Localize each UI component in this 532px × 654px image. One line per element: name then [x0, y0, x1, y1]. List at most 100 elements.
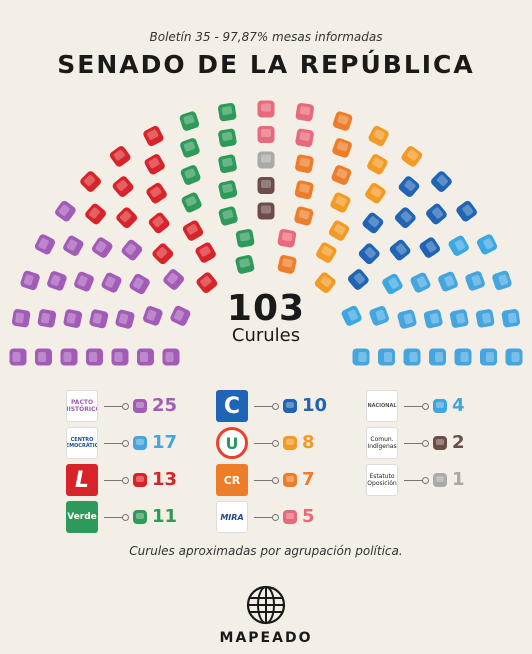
seat: [218, 180, 238, 200]
seat: [277, 255, 297, 274]
legend-count: 1: [452, 469, 465, 490]
seat: [111, 348, 129, 366]
legend-connector: [254, 480, 274, 481]
la-u-logo: U: [216, 427, 248, 459]
seat: [378, 348, 395, 366]
legend-count: 11: [152, 506, 178, 527]
legend-dot: [422, 477, 429, 484]
seat: [331, 165, 352, 185]
cambio-radical-logo: CR: [216, 464, 248, 496]
seat: [47, 271, 67, 291]
seat: [179, 111, 200, 131]
seat: [181, 192, 202, 213]
legend-connector: [104, 406, 124, 407]
legend-dot: [272, 440, 279, 447]
seat: [449, 309, 469, 328]
legend-connector: [254, 517, 274, 518]
legend-count: 2: [452, 432, 465, 453]
legend-connector: [404, 480, 424, 481]
seat: [426, 203, 447, 225]
seat: [389, 239, 411, 261]
seat: [35, 348, 52, 366]
seat: [63, 309, 83, 328]
legend-connector: [404, 406, 424, 407]
legend-dot: [272, 477, 279, 484]
legend-connector: [104, 443, 124, 444]
seat: [195, 242, 216, 263]
legend-dot: [122, 440, 129, 447]
seat: [394, 207, 416, 229]
seat-icon: [133, 436, 147, 450]
mira-logo: MIRA: [216, 501, 248, 533]
seat: [143, 125, 164, 147]
seat: [218, 102, 237, 122]
legend-connector: [254, 443, 274, 444]
seat: [63, 235, 84, 256]
hemicycle-chart: [9, 100, 523, 366]
seat: [368, 125, 389, 147]
seat: [419, 237, 441, 258]
seat: [116, 207, 138, 229]
seat: [314, 272, 336, 294]
legend-connector: [404, 443, 424, 444]
legend-dot: [422, 403, 429, 410]
legend-count: 10: [302, 395, 328, 416]
legend-connector: [254, 406, 274, 407]
seat: [501, 309, 521, 328]
seat: [148, 212, 170, 234]
seat: [330, 192, 351, 213]
seat: [235, 255, 255, 274]
legend-count: 17: [152, 432, 178, 453]
seat: [109, 146, 131, 167]
legend-dot: [272, 403, 279, 410]
seat: [129, 273, 150, 295]
seat: [358, 243, 380, 265]
legend-count: 5: [302, 506, 315, 527]
seat: [162, 348, 180, 366]
seat: [410, 272, 431, 293]
seat-icon: [133, 510, 147, 524]
seat: [398, 176, 420, 197]
seat: [89, 309, 109, 329]
legend-count: 25: [152, 395, 178, 416]
seat: [257, 126, 275, 143]
seat: [257, 202, 275, 220]
total-seats-label: Curules: [231, 325, 301, 346]
seat: [182, 220, 204, 241]
seat: [397, 309, 417, 329]
seat: [55, 200, 76, 222]
conservador-logo: C: [216, 390, 248, 422]
seat: [332, 111, 353, 131]
seat: [332, 138, 352, 158]
legend-dot: [122, 514, 129, 521]
legend-dot: [422, 440, 429, 447]
seat-icon: [133, 473, 147, 487]
seat: [137, 348, 154, 366]
seat: [235, 229, 255, 248]
seat: [480, 348, 497, 366]
centro-democratico-logo: CENTRO DEMOCRÁTICO: [66, 427, 98, 459]
seat: [218, 206, 238, 226]
seat: [295, 102, 314, 122]
seat: [80, 171, 101, 192]
seat: [20, 270, 40, 291]
seat: [341, 305, 362, 326]
legend-count: 7: [302, 469, 315, 490]
footnote: Curules aproximadas por agrupación polít…: [129, 544, 403, 558]
seat: [218, 154, 237, 174]
seat: [60, 348, 78, 366]
seat: [465, 271, 485, 291]
total-seats: 103: [226, 288, 306, 329]
seat: [328, 220, 350, 241]
seat: [294, 180, 314, 200]
seat: [257, 100, 275, 118]
seat: [347, 269, 369, 290]
seat: [448, 235, 469, 256]
seat-icon: [283, 473, 297, 487]
seat: [352, 348, 370, 366]
seat: [505, 348, 523, 366]
legend-count: 4: [452, 395, 465, 416]
brand-name: MAPEADO: [219, 630, 313, 646]
seat-icon: [433, 436, 447, 450]
estatuto-oposicion-label: Estatuto Oposición: [366, 464, 398, 496]
